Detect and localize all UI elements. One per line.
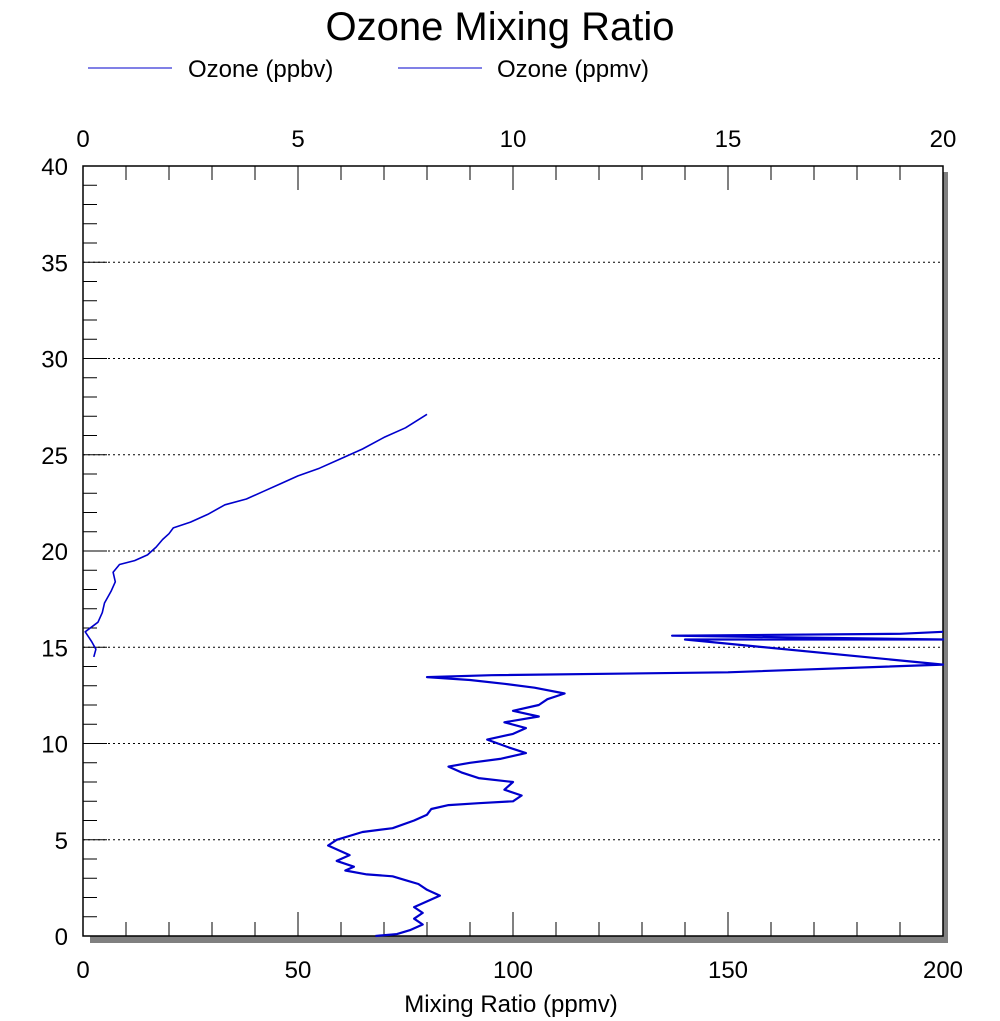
data-series: [84, 413, 945, 938]
y-tick-label: 20: [41, 539, 68, 566]
top-tick-label: 20: [930, 126, 957, 153]
y-tick-label: 35: [41, 250, 68, 277]
top-tick-label: 15: [715, 126, 742, 153]
gridlines: [83, 261, 943, 841]
top-tick-label: 5: [291, 126, 304, 153]
bottom-tick-label: 50: [285, 957, 312, 984]
bottom-tick-label: 150: [708, 957, 748, 984]
series-line-ppmv: [84, 413, 428, 658]
legend: Ozone (ppbv) Ozone (ppmv): [88, 56, 649, 83]
legend-label-ppmv: Ozone (ppmv): [497, 56, 649, 83]
y-tick-label: 40: [41, 154, 68, 181]
y-tick-label: 0: [55, 924, 68, 951]
series-line-ppbv: [327, 630, 945, 938]
axis-ticks: [82, 165, 944, 937]
y-tick-label: 15: [41, 635, 68, 662]
chart-title: Ozone Mixing Ratio: [325, 5, 674, 49]
bottom-tick-label: 100: [493, 957, 533, 984]
y-tick-label: 10: [41, 732, 68, 759]
y-tick-label: 30: [41, 347, 68, 374]
x-axis-title: Mixing Ratio (ppmv): [404, 991, 617, 1018]
bottom-tick-label: 200: [923, 957, 963, 984]
y-tick-label: 5: [55, 828, 68, 855]
y-tick-label: 25: [41, 443, 68, 470]
bottom-tick-label: 0: [76, 957, 89, 984]
tick-labels: 0 5 10 15 20 25 30 35 40 0 50 100 150 200 0 5 10 15 20: [41, 126, 963, 984]
legend-label-ppbv: Ozone (ppbv): [188, 56, 333, 83]
top-tick-label: 10: [500, 126, 527, 153]
top-tick-label: 0: [76, 126, 89, 153]
